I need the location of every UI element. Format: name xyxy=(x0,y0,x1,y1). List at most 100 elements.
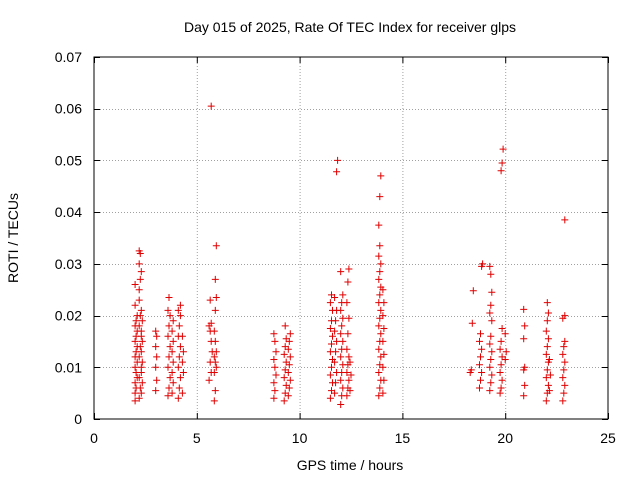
data-point xyxy=(498,325,506,332)
data-point xyxy=(168,369,176,376)
data-point xyxy=(153,353,161,361)
data-point xyxy=(496,369,504,376)
data-point xyxy=(559,374,567,382)
data-point xyxy=(212,363,220,371)
data-point xyxy=(333,337,341,345)
y-tick-label: 0.07 xyxy=(55,49,82,65)
data-point xyxy=(488,317,496,325)
data-point xyxy=(175,322,183,330)
data-point xyxy=(561,337,569,345)
data-point xyxy=(375,369,383,376)
data-point xyxy=(487,379,495,387)
data-point xyxy=(498,159,506,167)
data-point xyxy=(137,327,145,335)
data-point xyxy=(478,369,486,376)
data-point xyxy=(332,379,340,387)
data-point xyxy=(280,374,288,382)
data-point xyxy=(497,167,505,175)
data-point xyxy=(561,216,569,224)
data-point xyxy=(174,306,182,314)
y-tick-label: 0 xyxy=(74,411,82,427)
data-point xyxy=(334,156,342,164)
data-point xyxy=(326,394,334,402)
data-point xyxy=(345,376,353,384)
data-point xyxy=(331,358,339,366)
data-point xyxy=(136,384,144,392)
data-point xyxy=(207,319,215,327)
data-point xyxy=(544,309,552,317)
data-point xyxy=(488,288,496,296)
data-point xyxy=(169,379,177,387)
data-point xyxy=(375,322,383,330)
data-point xyxy=(328,363,335,371)
data-point xyxy=(476,337,483,345)
data-point xyxy=(560,389,568,397)
data-point xyxy=(285,384,293,392)
data-point xyxy=(136,275,144,283)
data-point xyxy=(487,356,495,363)
data-point xyxy=(164,306,172,314)
data-point xyxy=(486,363,494,371)
data-point xyxy=(379,312,387,320)
data-point xyxy=(344,330,352,338)
data-point xyxy=(169,337,177,345)
data-point xyxy=(153,332,161,340)
data-point xyxy=(496,345,504,353)
data-point xyxy=(174,394,182,402)
data-point xyxy=(176,343,184,351)
data-point xyxy=(137,348,145,356)
data-point xyxy=(210,353,218,361)
y-tick-label: 0.01 xyxy=(55,359,82,375)
data-point xyxy=(542,374,550,382)
data-point xyxy=(377,172,385,180)
data-point xyxy=(176,374,184,382)
data-point xyxy=(346,387,354,395)
data-point xyxy=(135,296,143,304)
data-point xyxy=(498,376,506,384)
data-point xyxy=(332,317,340,325)
data-point xyxy=(501,330,509,338)
data-point xyxy=(339,337,347,345)
data-point xyxy=(486,262,494,270)
data-point xyxy=(174,363,182,371)
data-point xyxy=(152,387,160,395)
data-point xyxy=(337,353,345,361)
data-point xyxy=(543,343,551,351)
data-point xyxy=(332,348,340,356)
data-point xyxy=(284,345,292,353)
data-point xyxy=(375,252,383,260)
data-point xyxy=(343,392,351,400)
data-point xyxy=(376,291,384,299)
data-point xyxy=(380,299,388,307)
data-point xyxy=(175,353,183,361)
data-point xyxy=(166,343,174,351)
data-point xyxy=(380,376,388,384)
x-tick-label: 20 xyxy=(497,430,513,446)
x-tick-label: 10 xyxy=(292,430,308,446)
data-point xyxy=(205,376,213,384)
data-point xyxy=(272,348,280,356)
data-point xyxy=(169,317,177,325)
data-point xyxy=(136,343,144,351)
data-point xyxy=(176,312,184,320)
data-point xyxy=(521,322,529,330)
data-point xyxy=(520,392,528,400)
data-point xyxy=(212,294,220,301)
data-point xyxy=(379,389,387,397)
data-point xyxy=(131,281,139,288)
grid-lines xyxy=(94,57,608,419)
y-axis-label: ROTI / TECUs xyxy=(5,193,21,283)
data-point xyxy=(175,384,183,392)
data-point xyxy=(165,294,173,301)
data-point xyxy=(560,366,568,374)
data-point xyxy=(326,325,334,332)
data-point xyxy=(375,221,383,229)
data-point xyxy=(337,268,345,276)
data-point xyxy=(271,337,279,345)
data-point xyxy=(135,247,143,255)
data-point xyxy=(346,358,354,366)
data-point xyxy=(377,260,385,268)
data-point xyxy=(135,322,143,330)
data-point xyxy=(376,268,384,276)
data-point xyxy=(166,312,174,320)
